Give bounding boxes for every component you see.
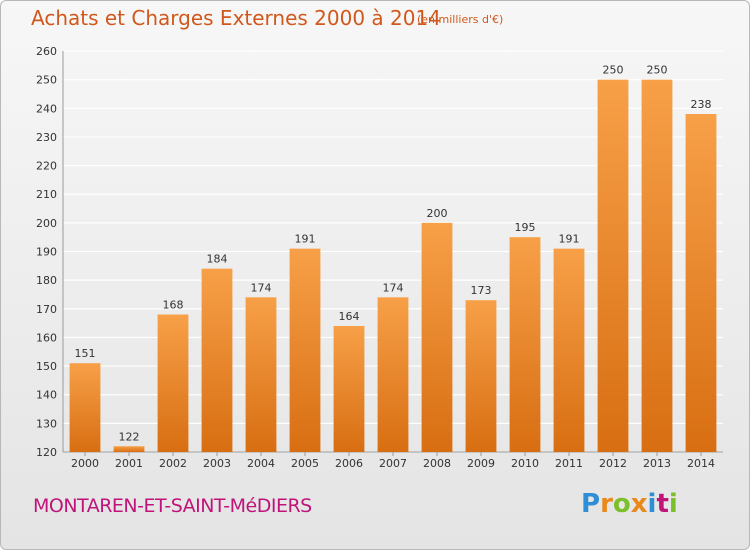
y-tick-label: 130 (36, 417, 57, 430)
data-label: 238 (691, 98, 712, 111)
y-tick-label: 190 (36, 246, 57, 259)
bar-2010 (509, 237, 541, 452)
y-tick-label: 180 (36, 274, 57, 287)
x-tick-label: 2000 (71, 457, 99, 470)
data-label: 122 (119, 430, 140, 443)
data-label: 250 (603, 64, 624, 77)
x-tick-label: 2010 (511, 457, 539, 470)
data-label: 200 (427, 207, 448, 220)
x-tick-label: 2004 (247, 457, 275, 470)
bar-2012 (597, 79, 629, 453)
logo-letter: i (647, 489, 657, 519)
x-tick-label: 2013 (643, 457, 671, 470)
data-label: 191 (559, 233, 580, 246)
x-tick-label: 2012 (599, 457, 627, 470)
data-label: 151 (75, 347, 96, 360)
bar-2009 (465, 300, 497, 452)
logo-letter: P (581, 489, 601, 519)
logo-letter: o (612, 489, 631, 519)
data-label: 195 (515, 221, 536, 234)
y-tick-label: 150 (36, 360, 57, 373)
x-tick-label: 2006 (335, 457, 363, 470)
y-tick-label: 220 (36, 160, 57, 173)
y-tick-label: 140 (36, 389, 57, 402)
data-label: 174 (251, 281, 272, 294)
logo-letter: r (600, 489, 613, 519)
x-tick-label: 2011 (555, 457, 583, 470)
data-label: 184 (207, 253, 228, 266)
y-tick-label: 160 (36, 331, 57, 344)
bar-2003 (201, 268, 233, 452)
x-tick-label: 2008 (423, 457, 451, 470)
x-tick-label: 2007 (379, 457, 407, 470)
logo-letter: x (630, 489, 648, 519)
y-tick-label: 170 (36, 303, 57, 316)
bar-2008 (421, 222, 453, 452)
bar-2014 (685, 114, 717, 452)
y-tick-label: 120 (36, 446, 57, 459)
axis-layer: 120 130 140 150 160 170 180 190 200 210 220 230 240 2… (36, 45, 723, 470)
data-label: 191 (295, 233, 316, 246)
bar-2001 (113, 446, 145, 452)
data-label: 168 (163, 299, 184, 312)
bar-2013 (641, 79, 673, 453)
x-tick-label: 2014 (687, 457, 715, 470)
bar-2000 (69, 363, 101, 452)
bar-2004 (245, 297, 277, 452)
x-tick-label: 2009 (467, 457, 495, 470)
proxiti-logo: Proxiti (581, 489, 678, 519)
y-tick-label: 260 (36, 45, 57, 58)
x-tick-label: 2003 (203, 457, 231, 470)
data-label: 164 (339, 310, 360, 323)
commune-name: MONTAREN-ET-SAINT-MéDIERS (33, 495, 312, 517)
x-tick-label: 2001 (115, 457, 143, 470)
bar-2002 (157, 314, 189, 452)
data-label: 174 (383, 281, 404, 294)
logo-letter: t (656, 489, 669, 519)
y-tick-label: 250 (36, 74, 57, 87)
y-tick-label: 200 (36, 217, 57, 230)
bar-2011 (553, 248, 585, 452)
logo-letter: i (668, 489, 678, 519)
bar-layer (69, 79, 717, 453)
bar-2006 (333, 325, 365, 452)
data-label: 173 (471, 284, 492, 297)
x-tick-label: 2005 (291, 457, 319, 470)
bar-2005 (289, 248, 321, 452)
bar-2007 (377, 297, 409, 452)
chart-subtitle: (en milliers d'€) (417, 13, 504, 26)
label-layer: 151 122 168 184 174 191 164 174 200 173 195 191 250 2… (75, 64, 712, 444)
x-tick-label: 2002 (159, 457, 187, 470)
data-label: 250 (647, 64, 668, 77)
y-tick-label: 240 (36, 102, 57, 115)
y-tick-label: 210 (36, 188, 57, 201)
y-tick-label: 230 (36, 131, 57, 144)
chart-title: Achats et Charges Externes 2000 à 2014 (31, 6, 441, 30)
